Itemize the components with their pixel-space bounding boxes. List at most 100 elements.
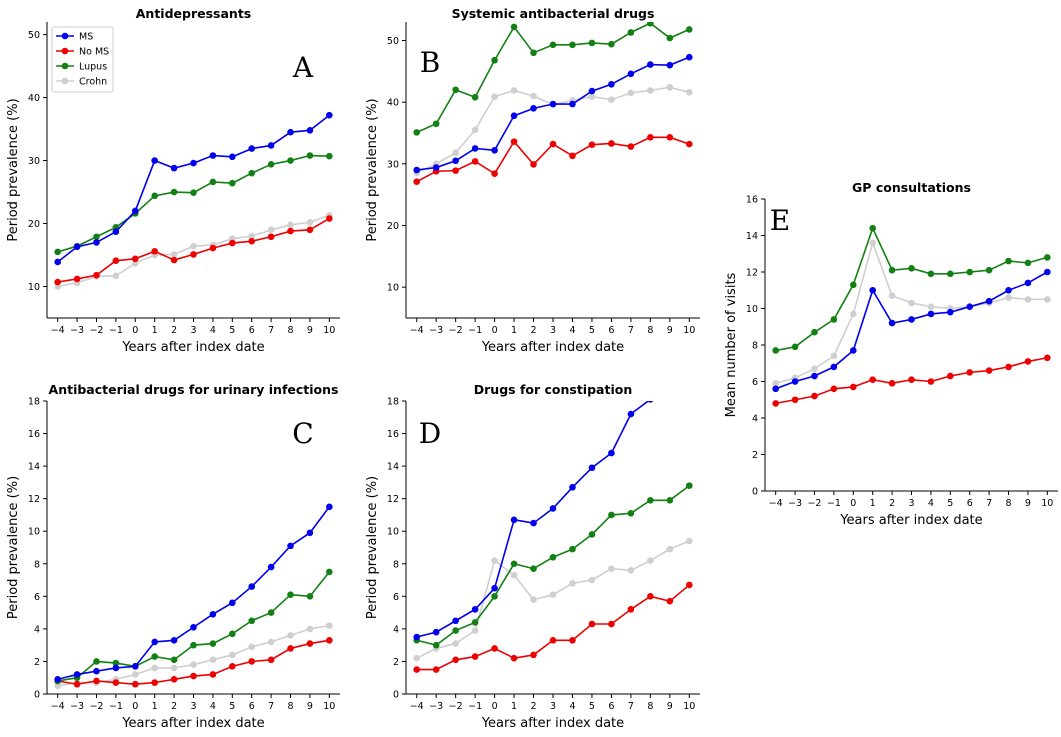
data-point [491, 645, 498, 652]
panel-title: Drugs for constipation [474, 382, 632, 397]
series-crohn [413, 537, 693, 662]
x-tick-label: −2 [449, 701, 463, 712]
y-tick-label: 10 [28, 282, 40, 293]
data-point [1024, 259, 1032, 267]
x-tick-label: 9 [307, 325, 313, 336]
data-point [627, 606, 635, 613]
x-tick-label: 6 [967, 498, 973, 509]
data-point [627, 89, 635, 97]
x-tick-label: −4 [51, 325, 65, 336]
data-point [1024, 296, 1032, 303]
data-point [608, 449, 615, 457]
y-tick-label: 30 [28, 156, 40, 167]
data-point [647, 61, 654, 68]
y-tick-label: 10 [387, 283, 399, 294]
data-point [248, 169, 256, 177]
data-point [608, 80, 615, 88]
x-tick-label: 5 [947, 498, 953, 509]
data-point [627, 510, 635, 517]
series-no-ms [413, 581, 693, 673]
x-tick-label: 9 [667, 701, 673, 712]
y-tick-label: 20 [28, 219, 40, 230]
y-tick-label: 14 [746, 231, 758, 242]
y-tick-label: 30 [387, 159, 399, 170]
legend-marker [61, 32, 69, 40]
x-tick-label: −3 [70, 701, 84, 712]
data-point [530, 651, 537, 659]
x-tick-label: 2 [171, 701, 177, 712]
data-point [791, 396, 799, 404]
data-point [985, 367, 993, 374]
data-point [772, 385, 779, 393]
data-point [151, 247, 158, 255]
data-point [588, 141, 596, 149]
data-point [647, 496, 654, 504]
panel-letter: E [770, 204, 790, 237]
x-tick-label: 7 [268, 701, 274, 712]
data-point [170, 188, 178, 196]
data-point [869, 376, 876, 383]
x-tick-label: 5 [589, 701, 595, 712]
data-point [287, 157, 294, 164]
data-point [849, 383, 857, 391]
x-axis-label: Years after index date [481, 716, 624, 731]
data-point [151, 192, 158, 200]
x-tick-label: −2 [807, 498, 821, 509]
data-point [888, 266, 896, 274]
data-point [549, 553, 557, 561]
data-point [927, 270, 935, 278]
data-point [908, 376, 915, 383]
x-tick-label: −4 [410, 325, 424, 336]
data-point [151, 679, 158, 686]
x-tick-label: 4 [210, 325, 216, 336]
data-point [588, 93, 596, 100]
y-tick-label: 2 [393, 657, 399, 668]
y-tick-label: 6 [393, 592, 399, 603]
data-point [869, 224, 876, 232]
data-point [811, 328, 818, 336]
x-tick-label: 10 [683, 701, 695, 712]
data-point [1044, 354, 1051, 362]
legend-marker [61, 62, 69, 70]
data-point [190, 672, 197, 680]
x-tick-label: 9 [307, 701, 313, 712]
x-tick-label: −4 [51, 701, 65, 712]
data-point [326, 568, 333, 576]
y-tick-label: 16 [387, 429, 399, 440]
data-point [530, 92, 537, 100]
x-tick-label: 3 [550, 701, 556, 712]
data-point [452, 617, 459, 625]
panel-d: Drugs for constipation024681012141618−4−… [365, 382, 700, 731]
data-point [869, 239, 876, 247]
data-point [588, 39, 596, 47]
data-point [452, 86, 459, 94]
data-point [287, 591, 294, 599]
y-axis-label: Period prevalence (%) [6, 98, 21, 241]
data-point [530, 161, 537, 168]
y-tick-label: 10 [387, 527, 399, 538]
data-point [1005, 363, 1012, 371]
panel-letter: C [292, 417, 313, 450]
data-point [54, 676, 61, 683]
y-tick-label: 40 [387, 98, 399, 109]
data-point [647, 134, 654, 141]
series-no-ms [54, 215, 333, 286]
legend-marker [61, 47, 69, 55]
data-point [229, 239, 236, 247]
legend-label: Lupus [79, 62, 107, 73]
data-point [772, 380, 779, 387]
data-point [306, 152, 314, 159]
data-point [849, 281, 857, 289]
series-line [416, 22, 690, 134]
data-point [647, 557, 654, 564]
x-tick-label: 3 [190, 701, 196, 712]
data-point [588, 87, 596, 95]
x-tick-label: 0 [492, 325, 498, 336]
data-point [947, 372, 954, 380]
x-tick-label: 2 [171, 325, 177, 336]
x-tick-label: 0 [132, 701, 138, 712]
data-point [267, 142, 275, 149]
y-tick-label: 0 [752, 487, 758, 498]
x-tick-label: 6 [249, 701, 255, 712]
